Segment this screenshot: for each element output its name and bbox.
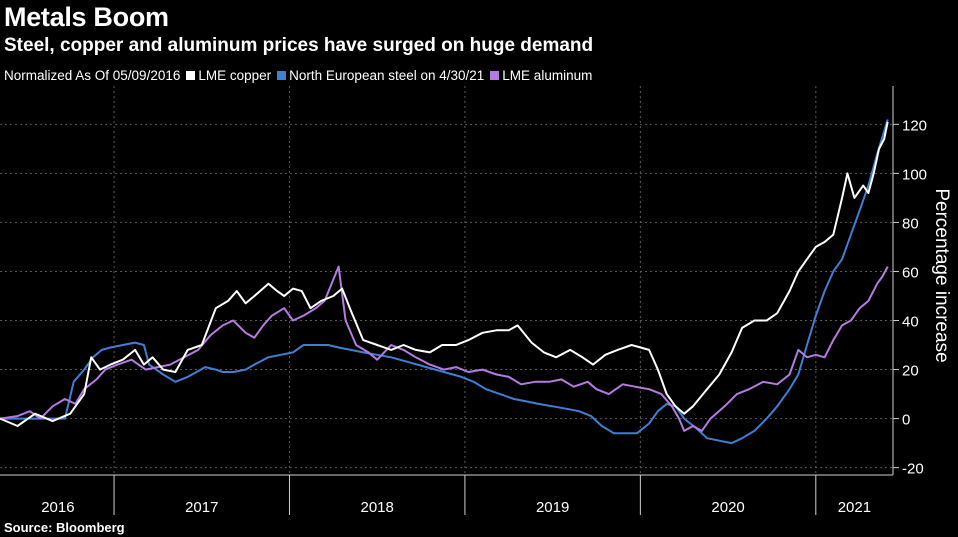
- x-tick-label: 2017: [185, 499, 218, 516]
- y-tick-label: 20: [902, 363, 919, 380]
- legend-label-copper: LME copper: [198, 68, 272, 83]
- x-tick-label: 2020: [711, 499, 744, 516]
- x-tick-label: 2019: [536, 499, 569, 516]
- x-tick-label: 2021: [838, 499, 871, 516]
- series-line-aluminum: [0, 265, 889, 432]
- legend-note: Normalized As Of 05/09/2016: [4, 68, 181, 83]
- y-tick-label: 120: [902, 117, 927, 134]
- y-tick-label: 60: [902, 264, 919, 281]
- legend-swatch-aluminum: [490, 71, 500, 80]
- series-line-copper: [0, 121, 889, 427]
- legend-swatch-copper: [186, 71, 196, 80]
- y-axis-title: Percentage increase: [931, 188, 952, 362]
- legend-label-steel: North European steel on 4/30/21: [289, 68, 485, 83]
- y-tick-label: 100: [902, 166, 927, 183]
- chart-subtitle: Steel, copper and aluminum prices have s…: [4, 35, 594, 56]
- legend-label-aluminum: LME aluminum: [502, 68, 593, 83]
- chart-title: Metals Boom: [4, 2, 169, 32]
- series-line-steel: [0, 119, 889, 445]
- y-tick-label: 40: [902, 314, 919, 331]
- source-note: Source: Bloomberg: [4, 520, 125, 535]
- y-tick-label: 0: [902, 412, 910, 429]
- x-tick-label: 2018: [361, 499, 394, 516]
- y-tick-label: -20: [902, 461, 924, 478]
- legend-swatch-steel: [277, 71, 287, 80]
- legend: Normalized As Of 05/09/2016 LME copper N…: [4, 68, 592, 83]
- y-tick-label: 80: [902, 215, 919, 232]
- x-tick-label: 2016: [41, 499, 74, 516]
